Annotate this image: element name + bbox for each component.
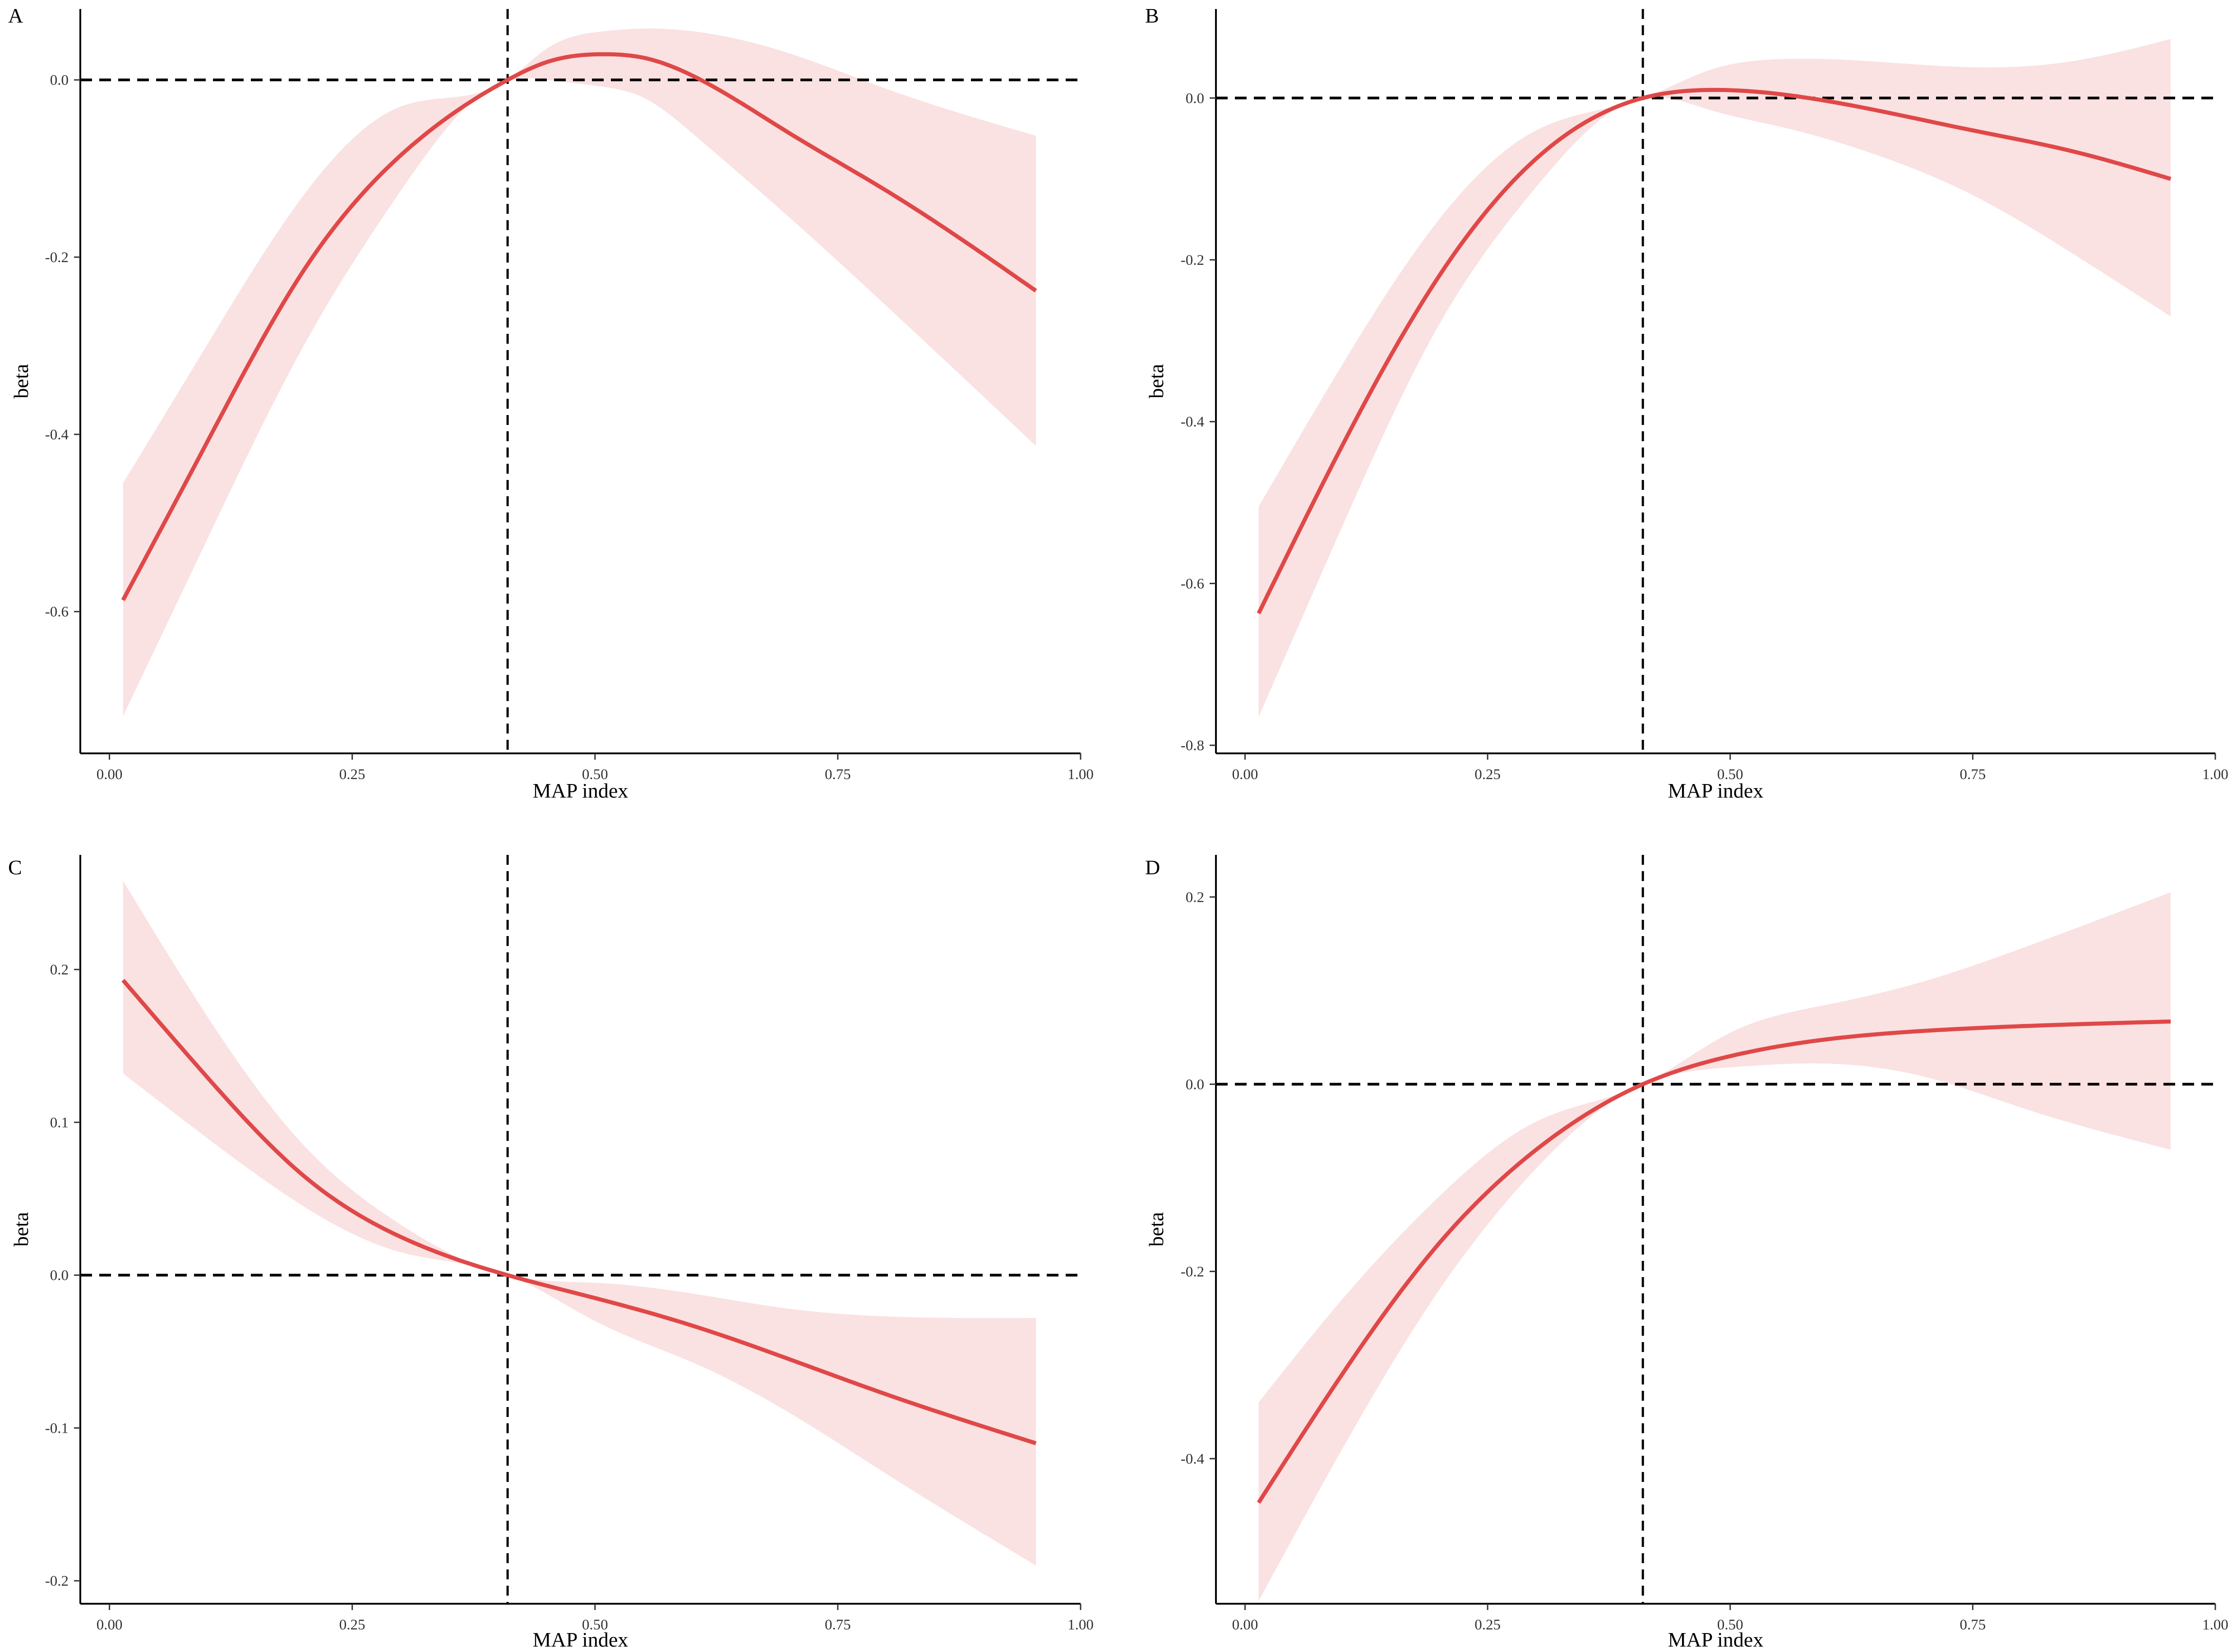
y-tick-label: 0.0	[50, 72, 69, 88]
x-tick-label: 1.00	[2202, 766, 2228, 783]
y-axis-title: beta	[1145, 364, 1168, 399]
series-line	[121, 978, 1037, 1445]
x-tick-label: 0.00	[97, 1617, 123, 1633]
panel-letter: B	[1145, 4, 1159, 27]
x-tick-label: 1.00	[2202, 1617, 2228, 1633]
x-tick-label: 0.75	[825, 766, 851, 783]
y-tick-label: 0.2	[50, 962, 69, 978]
x-tick-label: 0.25	[1474, 766, 1501, 783]
series-line	[1257, 1019, 2171, 1504]
series-line	[1257, 88, 2172, 614]
x-axis-title: MAP index	[533, 779, 628, 802]
panel-letter: D	[1145, 856, 1160, 879]
y-tick-label: -0.2	[45, 1573, 69, 1589]
x-tick-label: 0.50	[1717, 766, 1743, 783]
x-tick-label: 1.00	[1067, 766, 1094, 783]
y-tick-label: 0.0	[50, 1268, 69, 1284]
confidence-band	[1258, 892, 2171, 1601]
y-tick-label: -0.4	[45, 427, 69, 443]
x-tick-label: 0.75	[1960, 766, 1986, 783]
confidence-band	[123, 881, 1036, 1566]
y-axis-title: beta	[1145, 1212, 1168, 1247]
y-tick-label: -0.6	[45, 604, 69, 620]
y-tick-label: 0.2	[1186, 889, 1204, 905]
y-tick-label: -0.2	[45, 249, 69, 266]
x-tick-label: 1.00	[1067, 1617, 1094, 1633]
x-axis-title: MAP index	[1668, 1628, 1764, 1651]
chart-panel-a: 0.00 0.25 0.50 0.75 1.00 -0.6 -0.4 -0.2 0.0 MAP i…	[8, 4, 1094, 802]
x-tick-label: 0.25	[339, 766, 365, 783]
y-tick-label: -0.2	[1181, 252, 1204, 268]
chart-panel-b: 0.00 0.25 0.50 0.75 1.00 -0.8 -0.6 -0.4 -0.2 0.0 M…	[1145, 4, 2228, 802]
x-tick-label: 0.00	[1232, 1617, 1258, 1633]
x-tick-label: 0.75	[1960, 1617, 1986, 1633]
x-tick-label: 0.50	[1717, 1617, 1743, 1633]
x-tick-label: 0.00	[1232, 766, 1258, 783]
y-tick-label: -0.1	[45, 1420, 69, 1436]
y-tick-label: -0.8	[1181, 738, 1204, 754]
x-tick-label: 0.50	[582, 766, 608, 783]
y-tick-label: -0.4	[1181, 1451, 1204, 1467]
y-tick-label: 0.0	[1186, 90, 1204, 106]
y-tick-label: 0.0	[1186, 1076, 1204, 1093]
chart-panel-d: 0.00 0.25 0.50 0.75 1.00 -0.4 -0.2 0.0 0.2 MAP in…	[1145, 855, 2228, 1651]
y-tick-label: 0.1	[50, 1115, 69, 1131]
confidence-band	[123, 28, 1036, 716]
x-tick-label: 0.25	[1474, 1617, 1501, 1633]
series-line	[121, 52, 1037, 601]
x-tick-label: 0.00	[97, 766, 123, 783]
y-axis-title: beta	[9, 364, 32, 399]
x-tick-label: 0.75	[825, 1617, 851, 1633]
x-tick-label: 0.25	[339, 1617, 365, 1633]
x-axis-title: MAP index	[1668, 779, 1764, 802]
y-axis-title: beta	[9, 1212, 32, 1247]
x-axis-title: MAP index	[533, 1628, 628, 1651]
x-tick-label: 0.50	[582, 1617, 608, 1633]
y-tick-label: -0.6	[1181, 576, 1204, 592]
y-tick-label: -0.2	[1181, 1264, 1204, 1280]
chart-panel-c: 0.00 0.25 0.50 0.75 1.00 -0.2 -0.1 0.0 0.1 0.2 MAP…	[8, 855, 1094, 1651]
y-tick-label: -0.4	[1181, 414, 1204, 430]
panel-letter: A	[8, 4, 23, 27]
panel-letter: C	[8, 856, 22, 879]
